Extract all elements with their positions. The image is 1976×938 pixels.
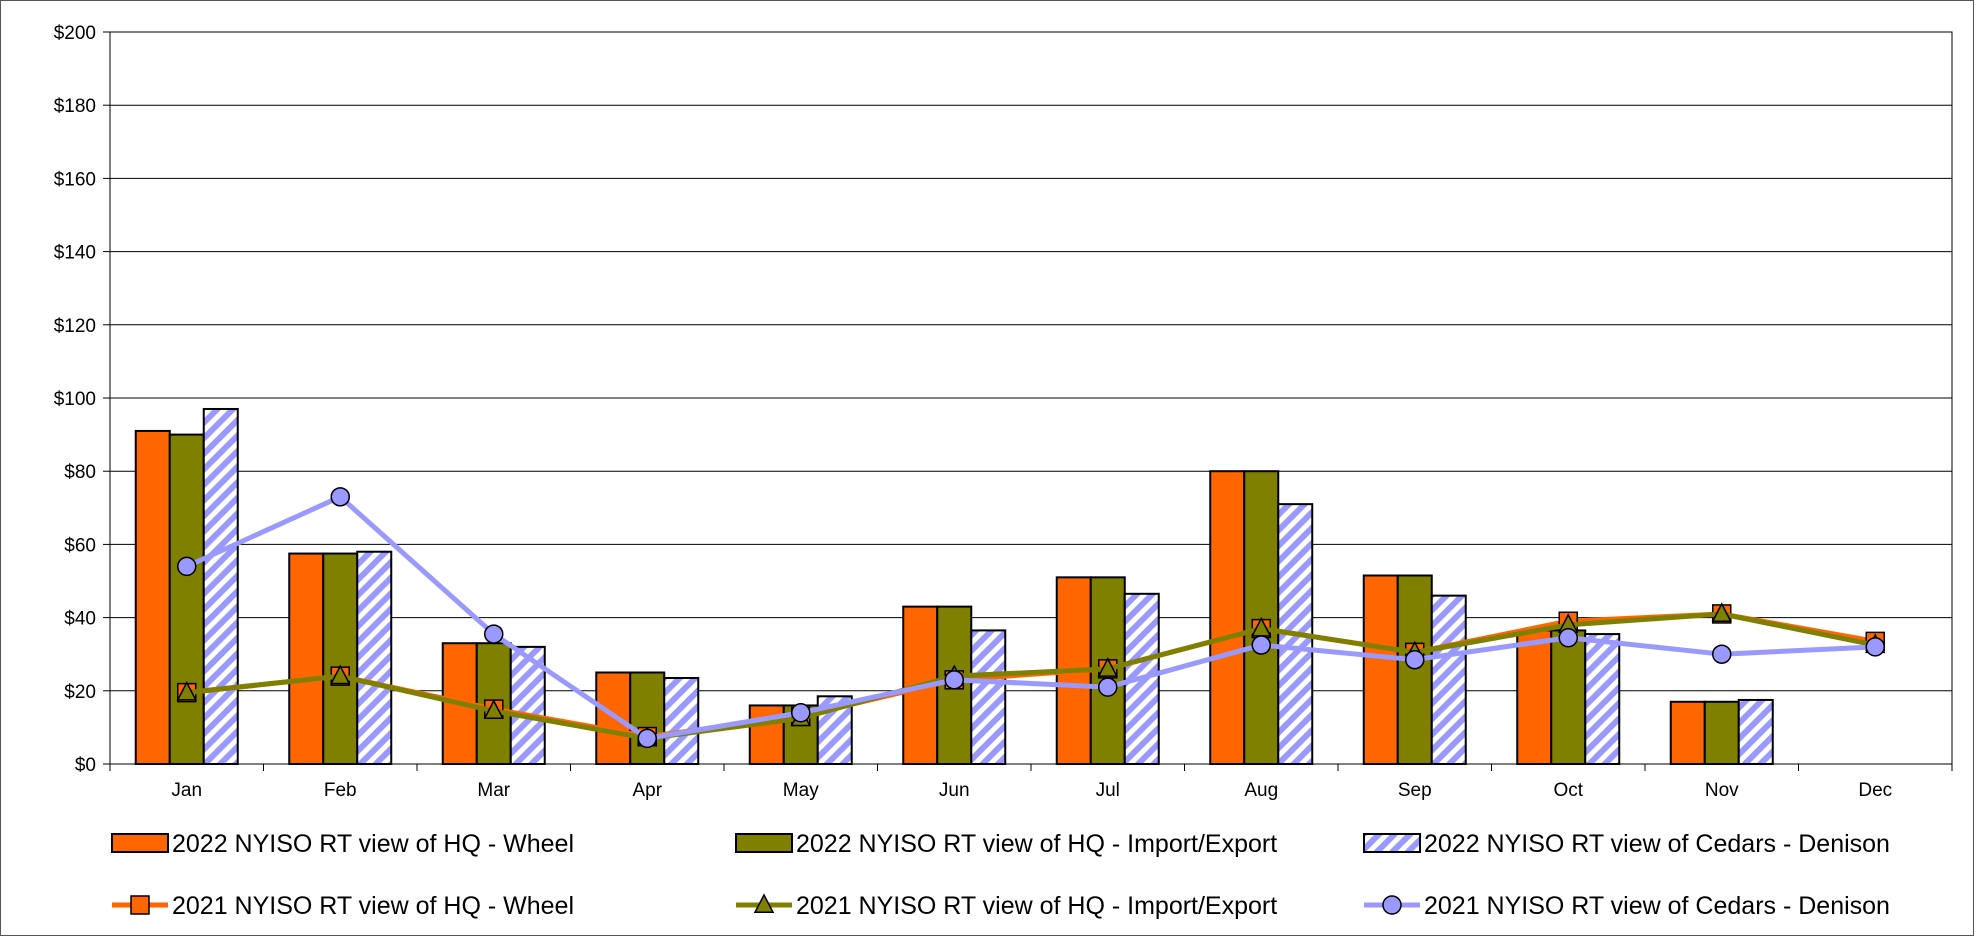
bar-3-oct [1584, 633, 1621, 765]
point-2-mar [483, 699, 504, 719]
x-tick-label: May [783, 780, 819, 801]
bars [134, 407, 1774, 766]
x-tick-label: Dec [1858, 780, 1892, 801]
y-tick-label: $0 [75, 755, 96, 776]
bar-1-oct [1516, 629, 1553, 765]
legend-marker-2 [753, 893, 775, 914]
point-2-jul [1097, 657, 1118, 677]
point-3-mar [484, 624, 504, 644]
legend-swatch-bar-3 [1363, 833, 1421, 853]
legend: 2022 NYISO RT view of HQ - Wheel 2022 NYI… [111, 830, 1890, 920]
x-tick-label: Sep [1398, 780, 1432, 801]
legend-label-line-1: 2021 NYISO RT view of HQ - Wheel [172, 892, 574, 920]
x-tick-label: Aug [1244, 780, 1278, 801]
x-tick-label: Jul [1096, 780, 1120, 801]
bar-1-jan [134, 429, 171, 765]
bar-3-jan [202, 407, 239, 765]
point-3-jan [177, 556, 197, 577]
legend-label-bar-1: 2022 NYISO RT view of HQ - Wheel [172, 830, 574, 858]
point-3-aug [1251, 635, 1271, 655]
y-tick-label: $140 [54, 243, 96, 264]
bar-2-feb [322, 552, 359, 765]
x-tick-label: Oct [1553, 780, 1583, 801]
y-tick-label: $40 [64, 609, 96, 630]
x-tick-label: Mar [477, 780, 510, 801]
line-series-2 [186, 611, 1876, 741]
bar-1-aug [1209, 470, 1246, 765]
point-2-feb [330, 664, 351, 685]
y-tick-label: $160 [54, 169, 96, 190]
bar-2-sep [1396, 574, 1433, 766]
y-tick-label: $120 [54, 316, 96, 337]
bar-1-sep [1362, 574, 1399, 766]
bar-3-apr [663, 676, 700, 765]
line-series-3 [185, 494, 1876, 741]
point-3-apr [637, 728, 657, 749]
point-3-jun [944, 670, 964, 690]
legend-label-line-3: 2021 NYISO RT view of Cedars - Denison [1424, 892, 1890, 920]
x-tick-label: Apr [632, 780, 662, 801]
axes: $0 $20 $40 $60 $80 $100 $120 $140 $160 $180 $200 Ja… [54, 23, 1953, 801]
legend-swatch-bar-2 [735, 833, 793, 853]
bar-3-sep [1430, 594, 1467, 766]
bar-2-nov [1703, 700, 1740, 766]
line-series-1 [186, 611, 1876, 740]
point-3-nov [1712, 644, 1732, 664]
y-tick-label: $20 [64, 682, 96, 703]
legend-label-line-2: 2021 NYISO RT view of HQ - Import/Export [796, 892, 1277, 920]
x-tick-label: Jun [939, 780, 970, 801]
bar-2-jan [168, 433, 205, 765]
point-3-oct [1558, 627, 1578, 648]
bar-2-oct [1550, 629, 1587, 765]
y-tick-label: $100 [54, 389, 96, 410]
point-2-nov [1711, 602, 1732, 622]
bar-1-feb [288, 552, 325, 765]
y-tick-label: $80 [64, 462, 96, 483]
x-tick-label: Nov [1705, 780, 1739, 801]
x-tick-label: Feb [324, 780, 357, 801]
point-3-may [791, 703, 811, 723]
point-2-jan [176, 680, 197, 701]
legend-marker-3 [1382, 895, 1402, 915]
point-3-feb [330, 487, 350, 507]
bar-1-nov [1669, 700, 1706, 766]
legend-label-bar-2: 2022 NYISO RT view of HQ - Import/Export [796, 830, 1277, 858]
x-tick-label: Jan [171, 780, 202, 801]
bar-2-apr [629, 671, 666, 765]
y-tick-label: $60 [64, 535, 96, 556]
y-tick-label: $180 [54, 96, 96, 117]
lines [176, 487, 1886, 749]
point-3-jul [1098, 677, 1118, 697]
point-3-dec [1865, 637, 1885, 657]
legend-label-bar-3: 2022 NYISO RT view of Cedars - Denison [1424, 830, 1890, 858]
legend-swatch-bar-1 [111, 833, 169, 853]
bar-3-feb [356, 550, 393, 765]
point-3-sep [1405, 649, 1425, 670]
y-tick-label: $200 [54, 23, 96, 44]
legend-marker-1 [130, 895, 150, 915]
bar-3-jun [970, 629, 1007, 765]
bar-3-nov [1737, 698, 1774, 766]
